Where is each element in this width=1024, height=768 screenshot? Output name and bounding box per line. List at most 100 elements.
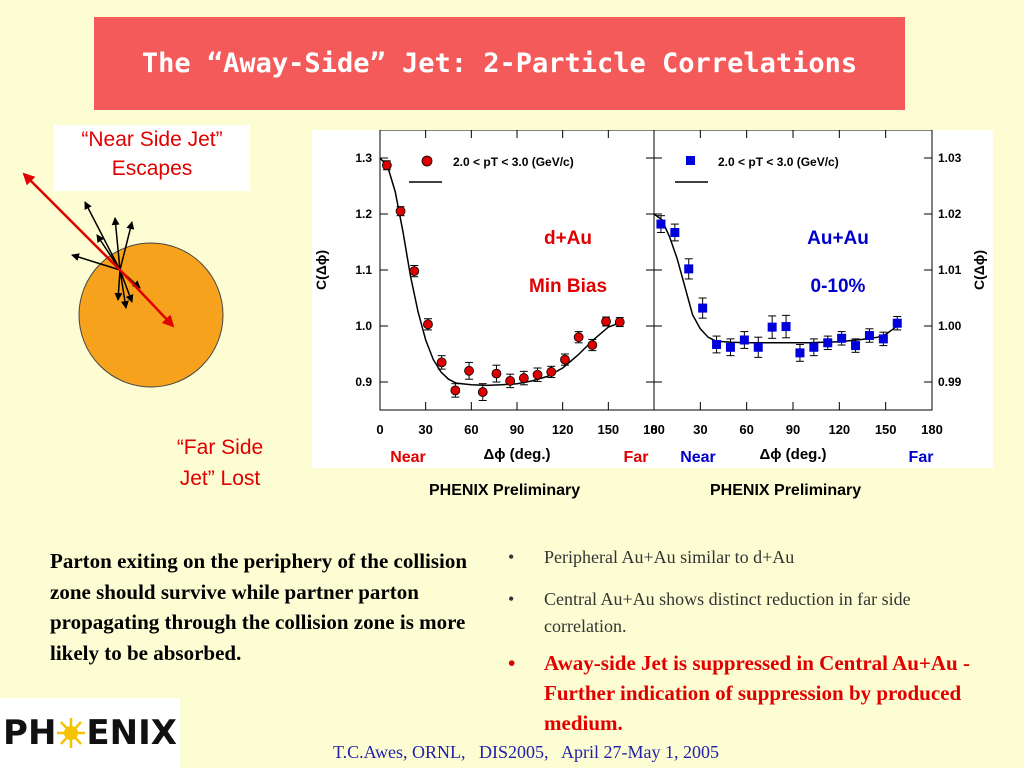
system-label: Au+Au xyxy=(807,228,869,249)
x-tick-label: 30 xyxy=(418,422,432,437)
data-point xyxy=(587,340,598,350)
y-tick-label: 1.02 xyxy=(938,207,962,221)
collision-zone-disk xyxy=(78,242,224,388)
data-point xyxy=(477,387,488,397)
y-tick-label: 0.99 xyxy=(938,375,962,389)
x-tick-label: 90 xyxy=(786,422,800,437)
x-tick-label: 150 xyxy=(875,422,897,437)
data-point xyxy=(656,219,666,229)
data-point xyxy=(851,341,861,351)
near-side-jet-label: “Near Side Jet” Escapes xyxy=(54,125,250,191)
data-point xyxy=(837,333,847,343)
x-tick-label: 120 xyxy=(828,422,850,437)
collision-diagram xyxy=(22,172,224,388)
data-point xyxy=(864,331,874,341)
far-side-jet-label: “Far Side Jet” Lost xyxy=(150,432,290,494)
data-point xyxy=(795,348,805,358)
far-side-label: Far xyxy=(624,449,649,466)
footer-citation: T.C.Awes, ORNL, DIS2005, April 27-May 1,… xyxy=(333,742,719,762)
title-banner: The “Away-Side” Jet: 2-Particle Correlat… xyxy=(94,17,905,110)
parton-arrows xyxy=(22,172,175,328)
data-point xyxy=(767,322,777,332)
near-side-label-line2: Escapes xyxy=(111,157,193,180)
slide-title: The “Away-Side” Jet: 2-Particle Correlat… xyxy=(141,48,858,79)
bullet-dot: • xyxy=(508,651,516,675)
correlation-plots: 0 30 60 90 120 150 180 1.3 1.2 1.1 1.0 0.9 C(Δϕ) Δϕ (… xyxy=(312,130,993,468)
x-axis-label: Δϕ (deg.) xyxy=(483,446,550,463)
y-tick-label: 1.1 xyxy=(355,263,372,277)
bullet-item: • Central Au+Au shows distinct reduction… xyxy=(508,586,978,640)
near-side-label: Near xyxy=(390,449,426,466)
x-tick-label: 0 xyxy=(376,422,383,437)
y-axis-label: C(Δϕ) xyxy=(971,250,987,290)
prelim-label-left: PHENIX Preliminary xyxy=(429,482,581,499)
prelim-label-right: PHENIX Preliminary xyxy=(710,482,862,499)
data-point xyxy=(436,357,447,368)
bullet-dot: • xyxy=(508,589,515,609)
logo-text-right: ENIX xyxy=(86,713,177,753)
near-side-label: Near xyxy=(680,449,716,466)
data-point xyxy=(725,342,735,352)
far-side-label-line2: Jet” Lost xyxy=(179,467,261,490)
explanation-paragraph: Parton exiting on the periphery of the c… xyxy=(50,549,468,665)
data-point xyxy=(450,385,461,396)
x-tick-label: 60 xyxy=(739,422,753,437)
plot-frame xyxy=(379,130,655,411)
x-tick-label: 150 xyxy=(597,422,619,437)
data-point xyxy=(560,354,570,365)
legend-text: 2.0 < pT < 3.0 (GeV/c) xyxy=(718,155,839,169)
data-point xyxy=(753,342,763,352)
data-point xyxy=(781,322,791,332)
data-point xyxy=(601,316,611,327)
data-point xyxy=(698,303,708,313)
data-point xyxy=(532,369,543,380)
data-point xyxy=(670,227,680,237)
data-point xyxy=(381,160,392,171)
y-tick-label: 0.9 xyxy=(355,375,372,389)
data-point xyxy=(423,319,433,330)
y-tick-label: 1.00 xyxy=(938,319,962,333)
x-tick-label: 180 xyxy=(643,422,665,437)
data-point xyxy=(573,332,584,343)
data-point xyxy=(546,367,557,377)
data-point xyxy=(712,339,722,349)
x-tick-label: 0 xyxy=(650,422,657,437)
phoenix-sun-icon xyxy=(57,718,86,748)
bullet-item: • Peripheral Au+Au similar to d+Au xyxy=(508,544,978,570)
data-point xyxy=(892,318,902,328)
bullet-item-highlight: • Away-side Jet is suppressed in Central… xyxy=(508,648,978,738)
data-point xyxy=(464,365,474,376)
phenix-logo: PH ENIX xyxy=(0,698,180,768)
bullet-text: Peripheral Au+Au similar to d+Au xyxy=(544,547,795,567)
fit-curve xyxy=(379,157,624,387)
bullet-text: Central Au+Au shows distinct reduction i… xyxy=(544,589,911,636)
data-point xyxy=(684,264,694,274)
y-axis-label: C(Δϕ) xyxy=(313,250,329,290)
y-tick-label: 1.01 xyxy=(938,263,962,277)
y-tick-label: 1.2 xyxy=(355,207,372,221)
x-tick-label: 60 xyxy=(464,422,478,437)
legend-text: 2.0 < pT < 3.0 (GeV/c) xyxy=(453,155,574,169)
x-tick-label: 90 xyxy=(510,422,524,437)
x-axis-label: Δϕ (deg.) xyxy=(759,446,826,463)
data-point xyxy=(505,375,516,386)
system-label: d+Au xyxy=(544,228,592,249)
y-tick-label: 1.3 xyxy=(355,151,372,165)
legend-marker xyxy=(686,156,695,165)
data-point xyxy=(491,368,502,379)
x-tick-label: 120 xyxy=(552,422,574,437)
data-point xyxy=(823,338,833,348)
data-point xyxy=(614,317,625,327)
data-point xyxy=(395,206,406,217)
data-point xyxy=(518,373,529,383)
legend-marker xyxy=(421,155,433,167)
data-point xyxy=(739,335,749,345)
bullet-list: • Peripheral Au+Au similar to d+Au • Cen… xyxy=(508,544,978,738)
data-point xyxy=(878,334,888,344)
x-tick-label: 180 xyxy=(921,422,943,437)
bullet-text: Away-side Jet is suppressed in Central A… xyxy=(544,651,970,735)
y-tick-label: 1.03 xyxy=(938,151,962,165)
near-side-label-line1: “Near Side Jet” xyxy=(81,128,223,151)
centrality-label: Min Bias xyxy=(529,276,607,297)
centrality-label: 0-10% xyxy=(811,276,866,297)
